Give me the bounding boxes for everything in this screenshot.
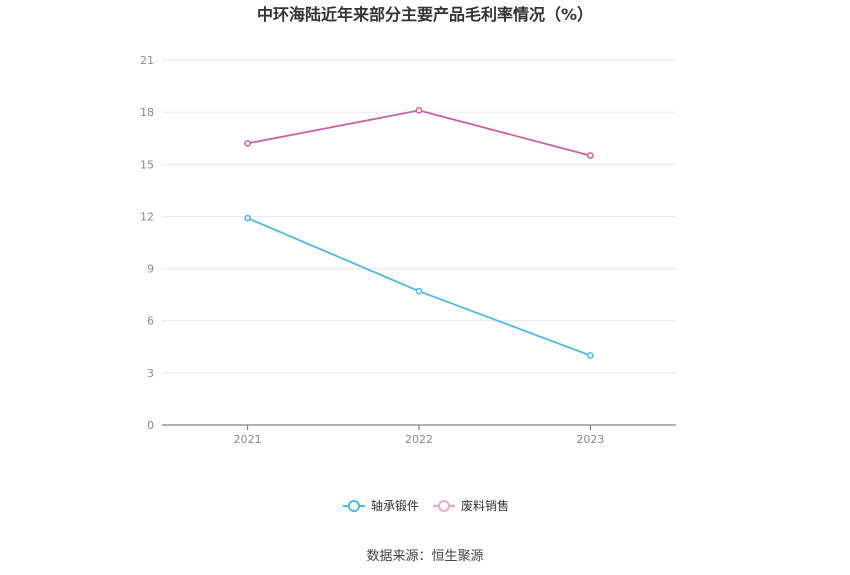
- legend-item: 废料销售: [433, 498, 509, 513]
- legend-marker: [348, 500, 360, 512]
- legend: 轴承锻件 废料销售: [343, 498, 509, 513]
- legend-item: 轴承锻件: [343, 498, 419, 513]
- y-tick-label: 15: [140, 158, 154, 171]
- y-tick-label: 9: [147, 263, 154, 276]
- data-point: [586, 352, 594, 359]
- y-tick-label: 6: [147, 315, 154, 328]
- y-tick-label: 0: [147, 419, 154, 432]
- data-point: [415, 107, 423, 114]
- x-tick-label: 2023: [576, 433, 604, 446]
- y-tick-label: 3: [147, 367, 154, 380]
- y-tick-label: 18: [140, 106, 154, 119]
- data-point: [244, 140, 252, 147]
- data-point: [586, 152, 594, 159]
- y-tick-label: 12: [140, 210, 154, 223]
- series-line: [247, 109, 591, 157]
- legend-label: 轴承锻件: [371, 498, 419, 513]
- data-point: [415, 287, 423, 295]
- plot-area: [244, 107, 594, 359]
- source-text: 数据来源：恒生聚源: [366, 549, 483, 564]
- series-line: [247, 217, 591, 357]
- chart-title: 中环海陆近年来部分主要产品毛利率情况（%）: [257, 5, 593, 24]
- grid: [162, 59, 676, 374]
- y-tick-label: 21: [140, 54, 154, 67]
- legend-marker: [438, 500, 450, 512]
- x-tick-label: 2022: [405, 433, 433, 446]
- x-tick-label: 2021: [234, 433, 262, 446]
- data-point: [244, 214, 252, 222]
- legend-label: 废料销售: [461, 498, 509, 513]
- axes: 0 3 6 9 12 15 18 21 2021 2022 2023: [140, 54, 676, 446]
